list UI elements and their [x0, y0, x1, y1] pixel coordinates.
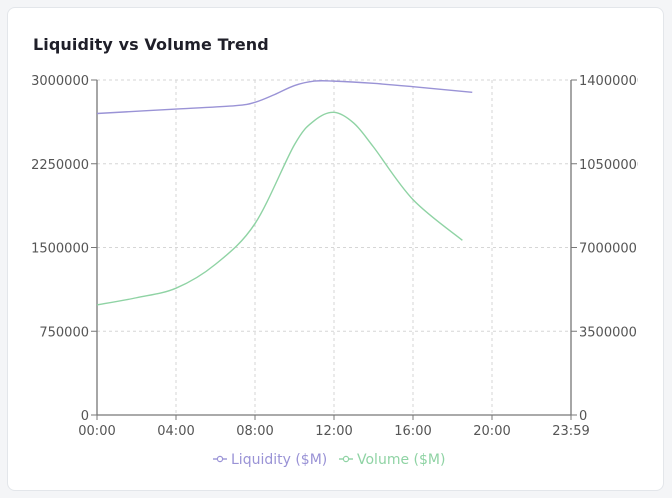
x-tick-label: 23:59 [552, 424, 589, 439]
y-right-tick-label: 3500000 [579, 325, 637, 340]
y-left-tick-label: 1500000 [31, 242, 89, 257]
y-left-tick-label: 3000000 [31, 74, 89, 89]
x-tick-label: 04:00 [157, 424, 194, 439]
y-right-tick-label: 14000000 [579, 74, 645, 89]
left-tick-labels: 0 750000 1500000 2250000 3000000 [31, 74, 89, 424]
y-left-tick-label: 2250000 [31, 158, 89, 173]
legend-label-volume: Volume ($M) [357, 452, 445, 468]
y-right-tick-label: 7000000 [579, 242, 637, 257]
chart-card: Liquidity vs Volume Trend [7, 7, 664, 491]
y-left-tick-label: 0 [81, 409, 89, 424]
right-tick-labels: 0 3500000 7000000 10500000 14000000 [579, 74, 645, 424]
x-tick-label: 08:00 [236, 424, 273, 439]
chart-title: Liquidity vs Volume Trend [33, 35, 269, 54]
legend-marker-liquidity [216, 455, 224, 463]
y-left-tick-label: 750000 [39, 325, 89, 340]
x-tick-label: 16:00 [394, 424, 431, 439]
legend-marker-volume [342, 455, 350, 463]
series-line-liquidity [96, 79, 473, 115]
x-tick-label: 00:00 [78, 424, 115, 439]
y-right-tick-label: 0 [579, 409, 587, 424]
series-line-volume [96, 111, 463, 306]
x-tick-label: 20:00 [473, 424, 510, 439]
legend-label-liquidity: Liquidity ($M) [231, 452, 327, 468]
x-tick-label: 12:00 [315, 424, 352, 439]
y-right-tick-label: 10500000 [579, 158, 645, 173]
